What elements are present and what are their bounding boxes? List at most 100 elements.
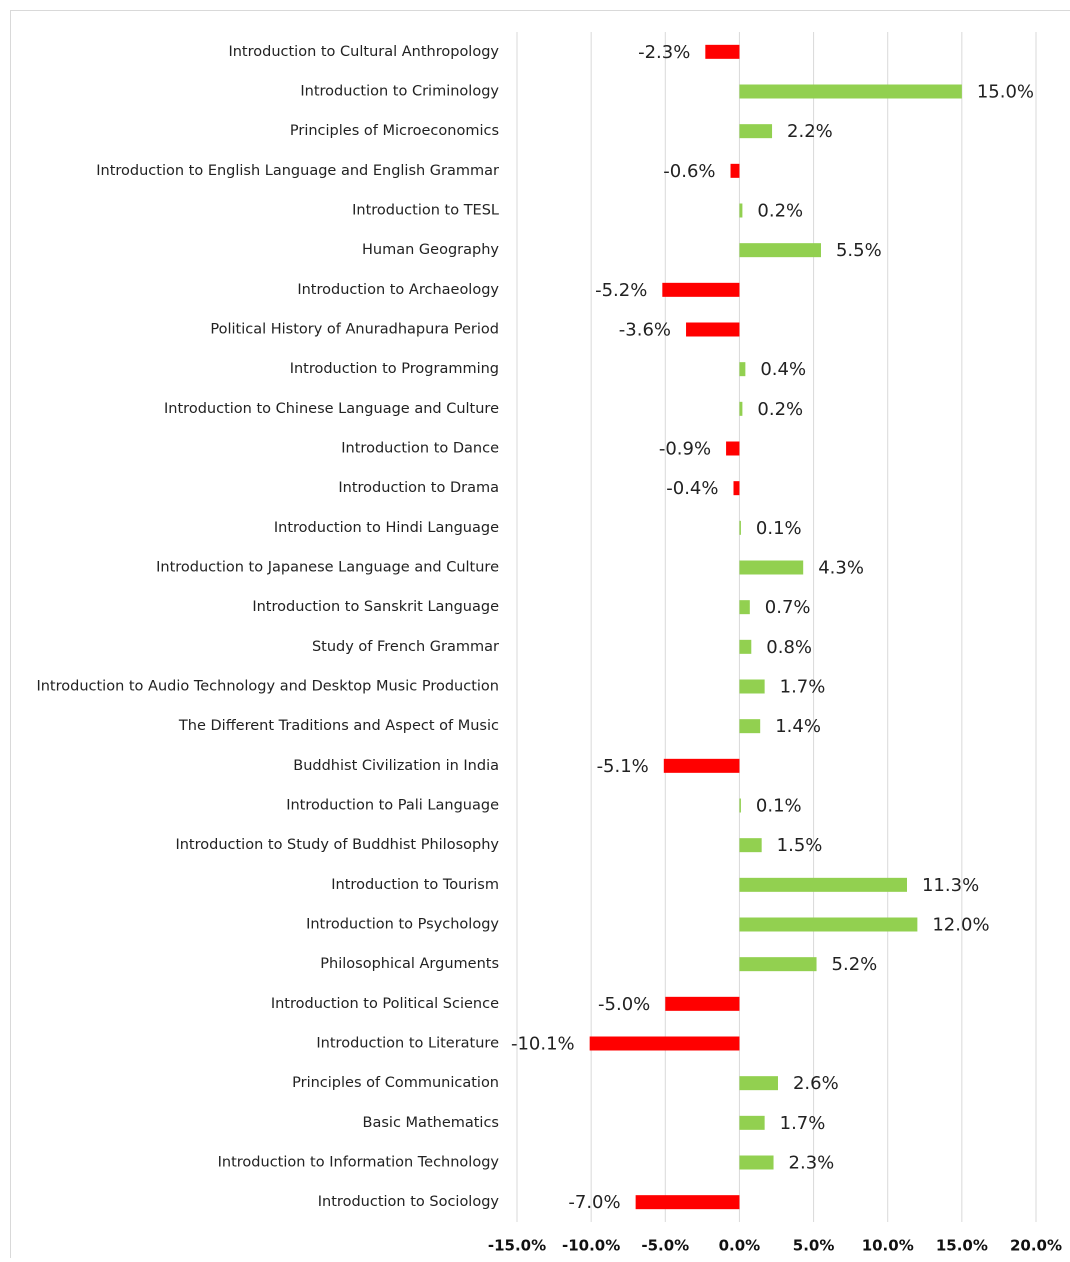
category-label: Introduction to Cultural Anthropology	[228, 44, 499, 60]
category-label: Introduction to Archaeology	[297, 282, 499, 298]
category-label: Introduction to Drama	[338, 480, 499, 496]
x-tick-label: 0.0%	[719, 1237, 761, 1255]
bar	[739, 838, 761, 852]
x-tick-label: 5.0%	[793, 1237, 835, 1255]
value-label: 1.5%	[777, 835, 823, 856]
bar	[726, 442, 739, 456]
category-label: Introduction to Chinese Language and Cul…	[164, 401, 499, 417]
category-label: Introduction to Pali Language	[286, 798, 499, 814]
bar	[739, 124, 772, 138]
category-label: Introduction to Study of Buddhist Philos…	[175, 837, 499, 853]
bar	[590, 1037, 740, 1051]
bar	[739, 402, 742, 416]
value-label: 2.6%	[793, 1073, 839, 1094]
category-label: Introduction to Information Technology	[218, 1155, 500, 1171]
x-tick-label: 20.0%	[1010, 1237, 1062, 1255]
value-label: 1.7%	[780, 677, 826, 698]
value-label: 5.5%	[836, 240, 882, 261]
bar	[739, 640, 751, 654]
bar	[636, 1195, 740, 1209]
value-label: 0.4%	[760, 359, 806, 380]
bar	[739, 680, 764, 694]
bar	[739, 957, 816, 971]
x-tick-label: -5.0%	[641, 1237, 689, 1255]
value-label: 0.1%	[756, 796, 802, 817]
x-tick-label: -15.0%	[488, 1237, 546, 1255]
chart-frame	[11, 11, 1070, 1259]
bar	[739, 85, 961, 99]
category-label: Introduction to Audio Technology and Des…	[36, 679, 499, 695]
bar	[662, 283, 739, 297]
category-label: Buddhist Civilization in India	[293, 758, 499, 774]
bar	[739, 878, 907, 892]
bar	[739, 521, 740, 535]
value-label: 5.2%	[832, 954, 878, 975]
bar	[739, 719, 760, 733]
bar	[739, 799, 740, 813]
value-label: 0.1%	[756, 518, 802, 539]
bar	[739, 600, 749, 614]
category-label: The Different Traditions and Aspect of M…	[178, 718, 499, 734]
category-label: Introduction to Japanese Language and Cu…	[156, 560, 499, 576]
bar	[739, 362, 745, 376]
bar	[686, 323, 739, 337]
bar	[739, 243, 821, 257]
x-tick-label: 10.0%	[862, 1237, 914, 1255]
x-tick-label: 15.0%	[936, 1237, 988, 1255]
bar	[739, 1156, 773, 1170]
category-label: Introduction to Hindi Language	[274, 520, 499, 536]
value-label: -2.3%	[638, 42, 690, 63]
category-label: Study of French Grammar	[312, 639, 499, 655]
category-label: Introduction to Programming	[290, 361, 499, 377]
value-label: 11.3%	[922, 875, 979, 896]
value-label: -3.6%	[619, 320, 671, 341]
value-label: 4.3%	[818, 558, 864, 579]
value-label: -10.1%	[511, 1034, 575, 1055]
value-label: -0.4%	[666, 478, 718, 499]
category-label: Introduction to Sociology	[318, 1194, 500, 1210]
bar	[665, 997, 739, 1011]
value-label: 1.7%	[780, 1113, 826, 1134]
bar	[705, 45, 739, 59]
value-label: 0.2%	[757, 201, 803, 222]
category-label: Principles of Microeconomics	[290, 123, 499, 139]
category-label: Philosophical Arguments	[320, 956, 499, 972]
category-label: Basic Mathematics	[363, 1115, 499, 1131]
category-label: Introduction to Psychology	[306, 917, 499, 933]
value-label: 1.4%	[775, 716, 821, 737]
value-label: 12.0%	[932, 915, 989, 936]
bar	[739, 918, 917, 932]
bar	[739, 1116, 764, 1130]
value-label: -0.6%	[663, 161, 715, 182]
bar	[733, 481, 739, 495]
category-label: Introduction to Dance	[341, 441, 499, 457]
value-label: -0.9%	[659, 439, 711, 460]
x-tick-label: -10.0%	[562, 1237, 620, 1255]
category-label: Political History of Anuradhapura Period	[210, 322, 499, 338]
bar	[731, 164, 740, 178]
bar	[664, 759, 740, 773]
category-label: Introduction to Sanskrit Language	[252, 599, 499, 615]
value-label: 15.0%	[977, 82, 1034, 103]
value-label: 0.7%	[765, 597, 811, 618]
category-label: Introduction to Tourism	[331, 877, 499, 893]
bar	[739, 204, 742, 218]
category-label: Introduction to Literature	[316, 1036, 499, 1052]
bar	[739, 1076, 778, 1090]
value-label: -5.2%	[595, 280, 647, 301]
value-label: -7.0%	[568, 1192, 620, 1213]
category-label: Introduction to Criminology	[300, 84, 499, 100]
category-label: Principles of Communication	[292, 1075, 499, 1091]
category-label: Introduction to TESL	[352, 203, 499, 219]
category-label: Introduction to Political Science	[271, 996, 499, 1012]
value-label: -5.1%	[597, 756, 649, 777]
value-label: -5.0%	[598, 994, 650, 1015]
category-label: Introduction to English Language and Eng…	[96, 163, 499, 179]
value-label: 2.2%	[787, 121, 833, 142]
value-label: 2.3%	[789, 1153, 835, 1174]
value-label: 0.8%	[766, 637, 812, 658]
value-label: 0.2%	[757, 399, 803, 420]
bar	[739, 561, 803, 575]
category-label: Human Geography	[362, 242, 499, 258]
